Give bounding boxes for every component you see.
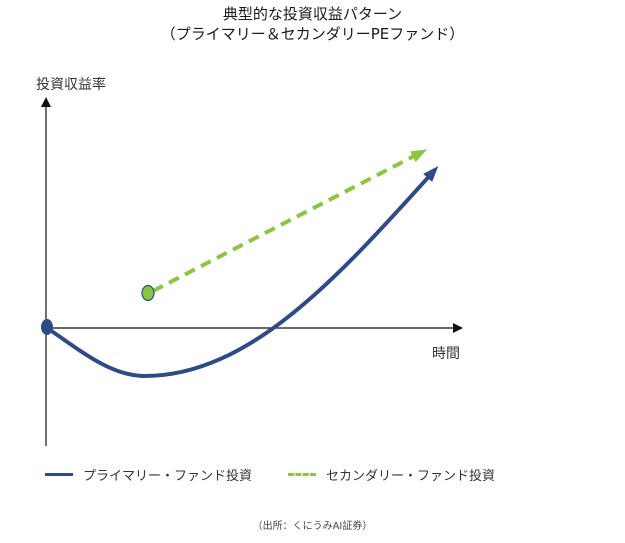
legend-swatch-secondary bbox=[288, 473, 317, 476]
series-secondary-line bbox=[152, 149, 428, 293]
legend-item-secondary: セカンダリー・ファンド投資 bbox=[288, 465, 495, 484]
chart-title-block: 典型的な投資収益パターン （プライマリー＆セカンダリーPEファンド） bbox=[0, 4, 625, 44]
legend-item-primary: プライマリー・ファンド投資 bbox=[45, 465, 252, 484]
legend-swatch-primary bbox=[45, 473, 73, 476]
x-axis-label: 時間 bbox=[432, 346, 460, 362]
legend-label-secondary: セカンダリー・ファンド投資 bbox=[326, 469, 496, 484]
series-primary-start-point bbox=[41, 319, 53, 335]
chart-title: 典型的な投資収益パターン bbox=[222, 5, 403, 23]
chart-legend: プライマリー・ファンド投資 セカンダリー・ファンド投資 bbox=[45, 465, 495, 484]
series-secondary-start-point bbox=[141, 284, 155, 302]
chart-subtitle: （プライマリー＆セカンダリーPEファンド） bbox=[160, 25, 465, 43]
legend-label-primary: プライマリー・ファンド投資 bbox=[83, 469, 253, 484]
y-axis-label: 投資収益率 bbox=[36, 77, 106, 93]
source-note: （出所：くにうみAI証券） bbox=[252, 521, 373, 532]
series-primary-line bbox=[45, 166, 439, 379]
